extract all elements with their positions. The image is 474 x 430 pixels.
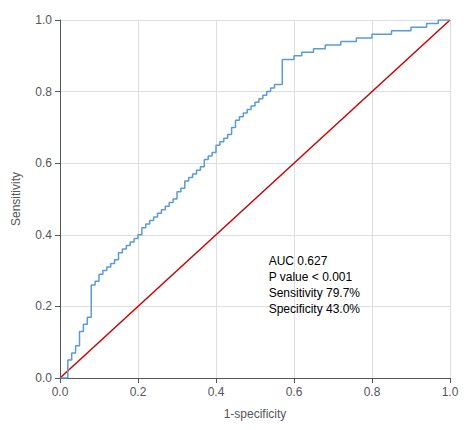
svg-text:0.2: 0.2 xyxy=(130,385,147,399)
svg-text:0.6: 0.6 xyxy=(286,385,303,399)
svg-text:1-specificity: 1-specificity xyxy=(224,407,287,421)
svg-text:0.6: 0.6 xyxy=(35,156,52,170)
svg-text:Sensitivity: Sensitivity xyxy=(9,172,23,226)
svg-text:0.0: 0.0 xyxy=(35,371,52,385)
svg-text:0.2: 0.2 xyxy=(35,299,52,313)
svg-text:1.0: 1.0 xyxy=(442,385,459,399)
svg-text:0.8: 0.8 xyxy=(364,385,381,399)
svg-text:0.8: 0.8 xyxy=(35,85,52,99)
svg-text:0.4: 0.4 xyxy=(35,228,52,242)
svg-text:0.0: 0.0 xyxy=(52,385,69,399)
svg-text:AUC 0.627: AUC 0.627 xyxy=(269,254,328,268)
svg-text:1.0: 1.0 xyxy=(35,13,52,27)
svg-text:P value < 0.001: P value < 0.001 xyxy=(269,270,353,284)
svg-text:Specificity 43.0%: Specificity 43.0% xyxy=(269,302,361,316)
svg-text:0.4: 0.4 xyxy=(208,385,225,399)
svg-text:Sensitivity 79.7%: Sensitivity 79.7% xyxy=(269,286,361,300)
